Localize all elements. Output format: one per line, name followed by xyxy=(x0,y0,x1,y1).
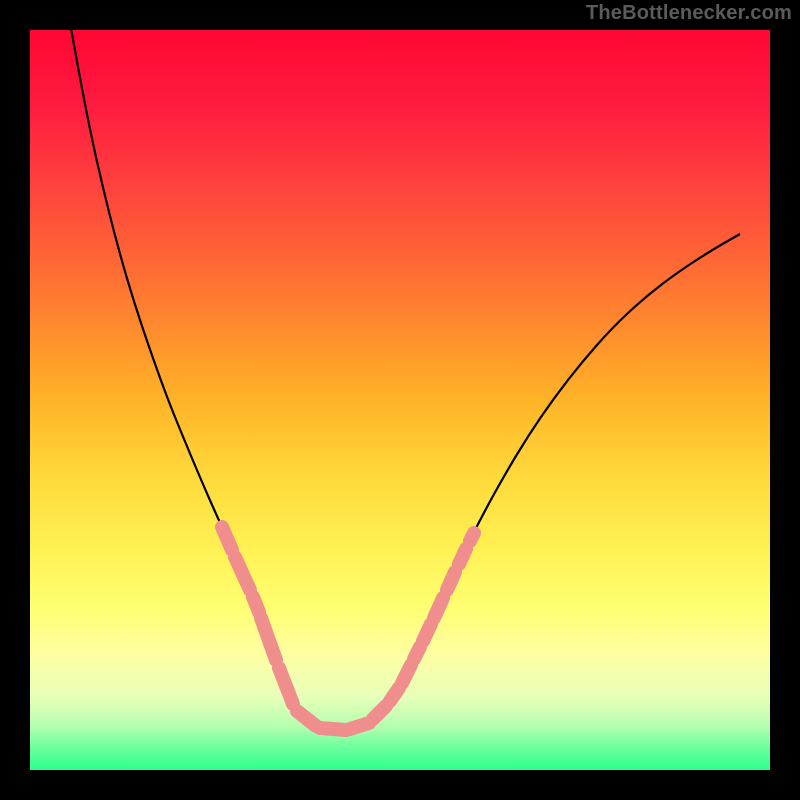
bead-segment xyxy=(320,728,346,730)
bead-segment xyxy=(414,647,420,659)
chart-frame: TheBottlenecker.com xyxy=(0,0,800,800)
bead-segment xyxy=(470,533,474,541)
bead-segment xyxy=(390,688,399,701)
bead-segment xyxy=(459,549,466,564)
bead-segment xyxy=(222,527,232,550)
bead-segment xyxy=(350,723,369,729)
bead-segment xyxy=(423,624,431,641)
bead-segment xyxy=(434,598,443,618)
bead-segment xyxy=(253,597,259,612)
bead-segment xyxy=(373,706,386,719)
bead-segment xyxy=(402,665,411,683)
watermark-text: TheBottlenecker.com xyxy=(586,2,792,25)
bead-segment xyxy=(447,572,455,590)
plot-area xyxy=(30,30,770,770)
gradient-background xyxy=(30,30,770,770)
chart-svg xyxy=(30,30,770,770)
